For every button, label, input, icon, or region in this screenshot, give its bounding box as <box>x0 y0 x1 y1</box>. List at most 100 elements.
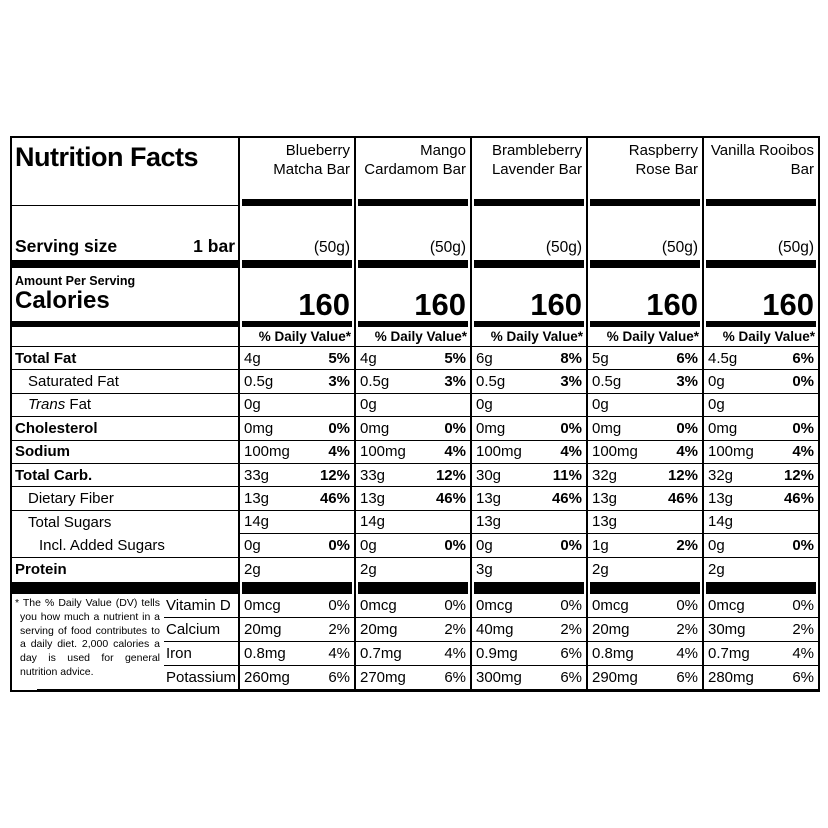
serving-size-label: Serving size <box>15 236 118 256</box>
nutrient-amount: 5g <box>592 349 609 367</box>
nutrient-daily-value: 12% <box>435 466 466 484</box>
nutrient-daily-value: 4% <box>676 443 698 461</box>
nutrient-amount: 4g <box>244 349 261 367</box>
nutrient-row-value: 4.5g 6% <box>704 347 818 371</box>
product-calories-section: 160 <box>472 268 586 327</box>
spacer <box>356 179 470 199</box>
nutrient-amount: 0g <box>476 536 493 554</box>
micronutrient-row-value: 0.9mg 6% <box>472 642 586 666</box>
nutrient-amount: 100mg <box>244 443 290 461</box>
product-header-section: Mango Cardamom Bar <box>356 138 470 206</box>
micronutrient-amount: 40mg <box>476 620 514 638</box>
nutrient-row-value: 0mg 0% <box>240 417 354 441</box>
nutrient-label: Sodium <box>15 443 70 461</box>
nutrient-row-value: 3g <box>472 558 586 581</box>
nutrient-row-value: 0mg 0% <box>472 417 586 441</box>
micronutrient-amount: 0mcg <box>592 596 629 614</box>
label-serving-section: Serving size 1 bar <box>12 206 238 268</box>
nutrient-row-value: 13g <box>588 511 702 535</box>
amount-per-serving-label: Amount Per Serving <box>15 274 136 288</box>
black-band <box>474 581 584 594</box>
nutrient-amount: 13g <box>244 490 270 508</box>
nutrient-daily-value: 6% <box>676 349 698 367</box>
nutrient-row-value: 14g <box>356 511 470 535</box>
nutrient-amount: 32g <box>708 466 734 484</box>
micronutrient-amount: 0mcg <box>360 596 397 614</box>
micronutrient-row-value: 30mg 2% <box>704 618 818 642</box>
nutrient-row-label: Protein <box>12 558 238 581</box>
micronutrient-daily-value: 4% <box>676 644 698 662</box>
nutrient-amount: 13g <box>476 490 502 508</box>
micronutrient-row-value: 20mg 2% <box>588 618 702 642</box>
nutrient-row-value: 33g 12% <box>356 464 470 488</box>
label-calories-section: Amount Per Serving Calories <box>12 268 238 327</box>
nutrient-label-rows: Total Fat Saturated Fat Trans Fat Cholester… <box>12 347 238 581</box>
nutrient-amount: 0mg <box>708 419 738 437</box>
nutrient-daily-value: 0% <box>792 373 814 391</box>
product-name: Brambleberry Lavender Bar <box>491 142 582 179</box>
product-name: Raspberry Rose Bar <box>628 142 698 179</box>
nutrient-row-value: 0.5g 3% <box>240 370 354 394</box>
nutrient-row-value: 0mg 0% <box>588 417 702 441</box>
spacer <box>240 206 354 239</box>
nutrient-daily-value: 2% <box>676 536 698 554</box>
nutrient-row-value: 13g <box>472 511 586 535</box>
thick-rule <box>590 199 700 206</box>
daily-value-footnote: * The % Daily Value (DV) tells you how m… <box>15 596 160 679</box>
product-serving-section: (50g) <box>588 206 702 268</box>
nutrient-amount: 4.5g <box>708 349 738 367</box>
micronutrient-amount: 0.7mg <box>360 644 402 662</box>
thick-rule <box>242 260 352 268</box>
nutrient-row-value: 30g 11% <box>472 464 586 488</box>
spacer <box>356 206 470 239</box>
daily-value-header: % Daily Value* <box>704 327 818 347</box>
micronutrient-row-value: 0mcg 0% <box>588 594 702 618</box>
micronutrient-values: 0mcg 0% 20mg 2% 0.7mg 4% 270mg 6% <box>356 594 470 690</box>
nutrient-row-label: Dietary Fiber <box>12 487 238 511</box>
medium-rule <box>590 321 700 327</box>
label-column: Nutrition Facts Serving size 1 bar Amoun… <box>12 138 238 690</box>
micronutrient-daily-value: 2% <box>676 620 698 638</box>
medium-rule <box>242 321 352 327</box>
nutrient-label: Total Fat <box>15 349 77 367</box>
nutrient-row-label: Cholesterol <box>12 417 238 441</box>
nutrient-amount: 2g <box>592 560 609 578</box>
nutrient-label-italic: Trans <box>28 396 66 414</box>
product-serving-section: (50g) <box>356 206 470 268</box>
micronutrient-amount: 30mg <box>708 620 746 638</box>
nutrient-amount: 0mg <box>244 419 274 437</box>
nutrient-row-value: 4g 5% <box>240 347 354 371</box>
thick-rule <box>12 260 238 268</box>
medium-rule <box>474 321 584 327</box>
micronutrient-daily-value: 6% <box>328 669 350 687</box>
micronutrient-daily-value: 0% <box>792 596 814 614</box>
nutrient-amount: 0.5g <box>476 373 506 391</box>
micro-label-area: * The % Daily Value (DV) tells you how m… <box>12 594 238 690</box>
nutrient-row-value: 14g <box>704 511 818 535</box>
nutrient-amount: 0g <box>360 396 377 414</box>
micronutrient-daily-value: 6% <box>444 669 466 687</box>
nutrient-amount: 33g <box>360 466 386 484</box>
nutrient-amount: 14g <box>708 513 734 531</box>
nutrient-amount: 0mg <box>476 419 506 437</box>
black-band <box>242 581 352 594</box>
micronutrient-daily-value: 2% <box>792 620 814 638</box>
nutrient-row-value: 0.5g 3% <box>472 370 586 394</box>
nutrient-daily-value: 46% <box>667 490 698 508</box>
serving-size-value: 1 bar <box>193 236 235 256</box>
serving-weight-value: (50g) <box>777 239 814 256</box>
product-header-section: Brambleberry Lavender Bar <box>472 138 586 206</box>
nutrient-amount: 100mg <box>708 443 754 461</box>
micronutrient-amount: 0mcg <box>244 596 281 614</box>
micronutrient-values: 0mcg 0% 20mg 2% 0.8mg 4% 290mg 6% <box>588 594 702 690</box>
nutrient-amount: 0.5g <box>360 373 390 391</box>
spacer <box>472 179 586 199</box>
micronutrient-row-value: 0.8mg 4% <box>588 642 702 666</box>
nutrient-amount: 100mg <box>476 443 522 461</box>
product-column: Mango Cardamom Bar (50g) 160 % Daily Value*… <box>354 138 470 690</box>
product-calories-section: 160 <box>704 268 818 327</box>
nutrient-row-value: 13g 46% <box>472 487 586 511</box>
product-header-section: Vanilla Rooibos Bar <box>704 138 818 206</box>
nutrient-amount: 0mg <box>592 419 622 437</box>
nutrient-row-value: 1g 2% <box>588 534 702 558</box>
